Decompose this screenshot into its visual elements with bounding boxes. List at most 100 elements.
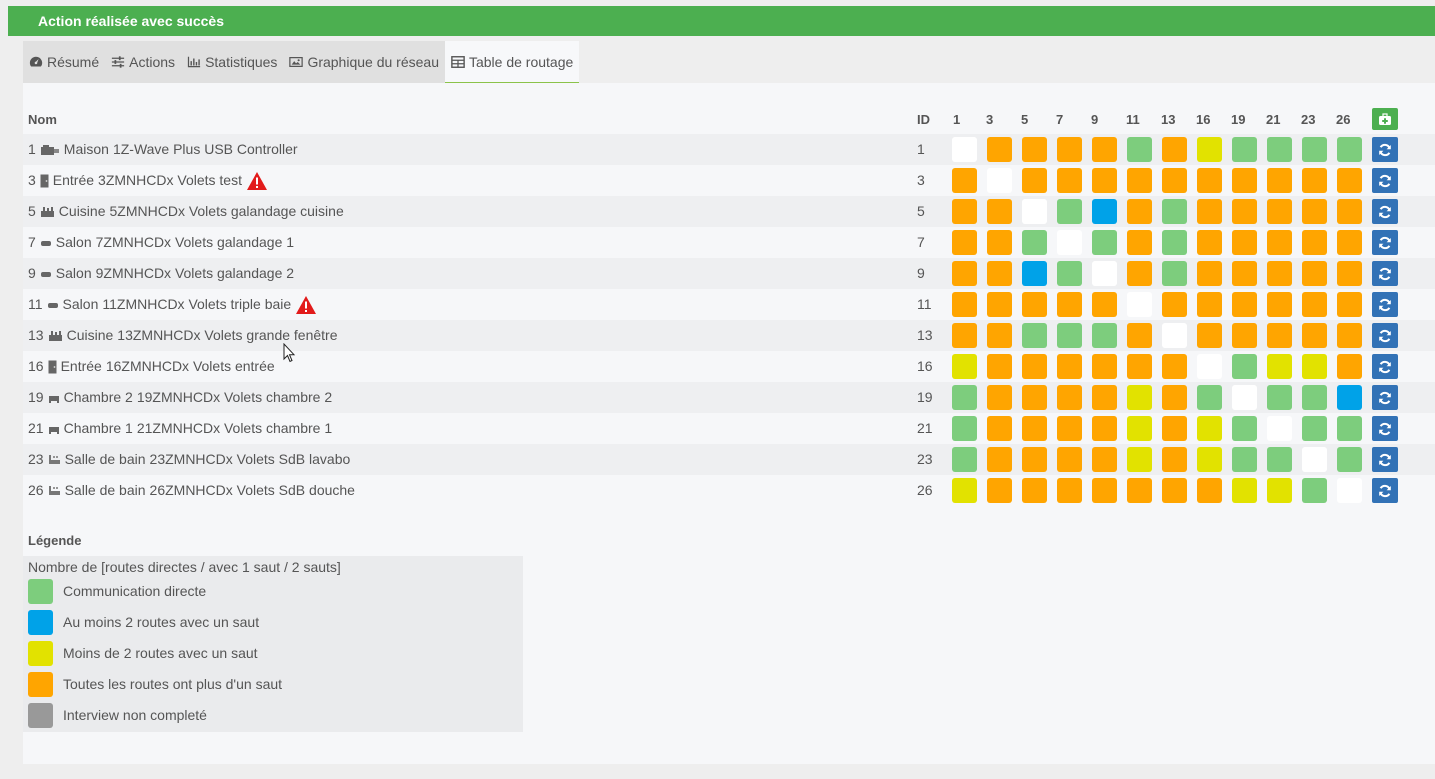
route-cell-orange: [1197, 168, 1222, 193]
route-cell-green: [1267, 137, 1292, 162]
node-name-cell: 13 Cuisine 13ZMNHCDx Volets grande fenêtre: [28, 320, 338, 351]
node-id-cell: 3: [917, 172, 925, 188]
route-cell-green: [952, 447, 977, 472]
route-cell-orange: [1057, 168, 1082, 193]
route-cell-white: [1092, 261, 1117, 286]
tab-graphique-reseau[interactable]: Graphique du réseau: [283, 41, 445, 83]
refresh-node-button[interactable]: [1372, 168, 1398, 193]
route-cell-orange: [952, 230, 977, 255]
route-cell-orange: [1197, 478, 1222, 503]
route-cell-yellow: [1197, 447, 1222, 472]
route-cell-orange: [1022, 416, 1047, 441]
route-cell-yellow: [1302, 354, 1327, 379]
route-cell-orange: [1092, 292, 1117, 317]
route-cell-orange: [1127, 478, 1152, 503]
route-cell-white: [1162, 323, 1187, 348]
column-header-node: 9: [1091, 112, 1099, 127]
route-cell-orange: [1162, 137, 1187, 162]
node-name: 1Z-Wave Plus USB Controller: [112, 141, 298, 157]
node-id-cell: 11: [917, 296, 932, 312]
kitchen-icon: [48, 330, 63, 342]
refresh-icon: [1379, 422, 1391, 435]
refresh-node-button[interactable]: [1372, 261, 1398, 286]
route-cell-green: [1022, 323, 1047, 348]
route-cell-orange: [1092, 478, 1117, 503]
tab-table-routage[interactable]: Table de routage: [444, 41, 580, 83]
route-cell-green: [1127, 137, 1152, 162]
node-prefix: 5: [28, 203, 36, 219]
node-name: 13ZMNHCDx Volets grande fenêtre: [117, 327, 338, 343]
route-cell-orange: [1057, 292, 1082, 317]
sliders-icon: [112, 56, 125, 68]
node-name-cell: 21 Chambre 1 21ZMNHCDx Volets chambre 1: [28, 413, 332, 444]
route-cell-white: [1302, 447, 1327, 472]
refresh-node-button[interactable]: [1372, 230, 1398, 255]
node-room: Cuisine: [66, 327, 114, 343]
refresh-node-button[interactable]: [1372, 416, 1398, 441]
route-cell-orange: [1022, 447, 1047, 472]
tab-label: Graphique du réseau: [307, 54, 439, 70]
tab-resume[interactable]: Résumé: [23, 41, 105, 83]
refresh-node-button[interactable]: [1372, 354, 1398, 379]
column-header-node: 3: [986, 112, 994, 127]
route-cell-orange: [952, 323, 977, 348]
node-room: Salon: [55, 265, 92, 281]
route-cell-orange: [987, 292, 1012, 317]
tab-statistiques[interactable]: Statistiques: [181, 41, 283, 83]
node-id-cell: 5: [917, 203, 925, 219]
refresh-node-button[interactable]: [1372, 478, 1398, 503]
node-prefix: 16: [28, 358, 44, 374]
route-cell-green: [1092, 230, 1117, 255]
route-cell-yellow: [1197, 137, 1222, 162]
route-cell-orange: [1092, 137, 1117, 162]
column-header-node: 16: [1196, 112, 1211, 127]
node-name-cell: 5 Cuisine 5ZMNHCDx Volets galandage cuisin…: [28, 196, 344, 227]
route-cell-green: [1232, 137, 1257, 162]
route-cell-orange: [1022, 385, 1047, 410]
node-name: 21ZMNHCDx Volets chambre 1: [136, 420, 333, 436]
legend-label: Communication directe: [63, 583, 207, 599]
route-cell-yellow: [952, 478, 977, 503]
bath-icon: [48, 485, 61, 497]
refresh-node-button[interactable]: [1372, 199, 1398, 224]
refresh-node-button[interactable]: [1372, 137, 1398, 162]
route-cell-green: [1232, 447, 1257, 472]
node-name-cell: 16 Entrée 16ZMNHCDx Volets entrée: [28, 351, 275, 382]
route-cell-yellow: [1267, 354, 1292, 379]
refresh-icon: [1379, 484, 1391, 497]
route-cell-white: [1197, 354, 1222, 379]
route-cell-orange: [987, 323, 1012, 348]
route-cell-green: [1057, 261, 1082, 286]
route-cell-orange: [952, 168, 977, 193]
column-header-node: 23: [1301, 112, 1316, 127]
tab-actions[interactable]: Actions: [105, 41, 181, 83]
node-prefix: 13: [28, 327, 44, 343]
refresh-icon: [1379, 174, 1391, 187]
node-id-cell: 26: [917, 482, 933, 498]
node-prefix: 3: [28, 172, 36, 188]
route-cell-orange: [1267, 168, 1292, 193]
route-cell-orange: [1232, 199, 1257, 224]
image-icon: [289, 57, 304, 67]
route-cell-orange: [1092, 168, 1117, 193]
refresh-icon: [1379, 391, 1391, 404]
refresh-node-button[interactable]: [1372, 292, 1398, 317]
refresh-icon: [1379, 205, 1391, 218]
node-room: Chambre 1: [63, 420, 133, 436]
node-room: Salon: [62, 296, 99, 312]
refresh-node-button[interactable]: [1372, 323, 1398, 348]
node-id-cell: 1: [917, 141, 925, 157]
column-header-node: 26: [1336, 112, 1351, 127]
route-cell-orange: [1232, 168, 1257, 193]
route-cell-orange: [1232, 261, 1257, 286]
node-room: Chambre 2: [63, 389, 133, 405]
legend-label: Moins de 2 routes avec un saut: [63, 645, 258, 661]
node-prefix: 11: [28, 296, 43, 312]
route-cell-white: [952, 137, 977, 162]
heal-network-button[interactable]: [1372, 108, 1398, 130]
route-cell-green: [1267, 447, 1292, 472]
refresh-node-button[interactable]: [1372, 447, 1398, 472]
route-cell-orange: [1337, 261, 1362, 286]
refresh-icon: [1379, 267, 1391, 280]
refresh-node-button[interactable]: [1372, 385, 1398, 410]
